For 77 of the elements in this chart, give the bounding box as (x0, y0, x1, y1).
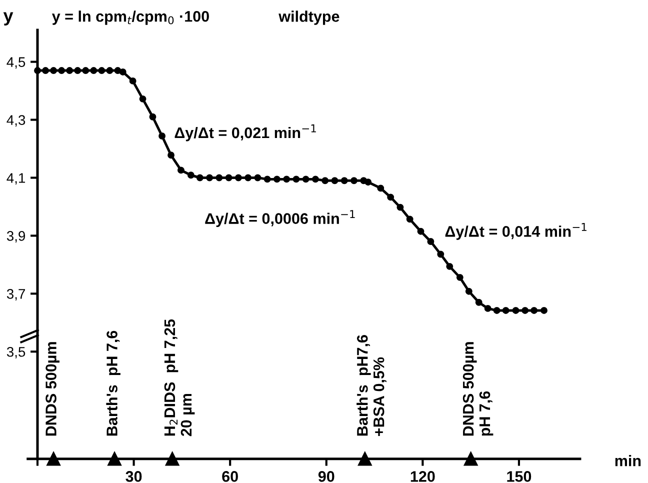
point (312, 176, 319, 183)
point (273, 176, 280, 183)
point (465, 288, 472, 295)
chart-title: y = ln cpm$_{t}$/cpm$_{0}$ ·100 (52, 10, 209, 25)
point (42, 67, 49, 74)
y-tick-label: 4,3 (6, 115, 26, 127)
annotation: H$_{2}$DIDS pH 7,25 20 µm (164, 319, 195, 436)
point (322, 177, 329, 184)
point (244, 174, 252, 182)
point (196, 174, 204, 182)
point (522, 307, 529, 314)
point (216, 174, 223, 182)
point (168, 152, 174, 159)
y-tick-label: 4,5 (6, 57, 26, 69)
x-tick-label: 120 (410, 471, 435, 482)
point (292, 176, 300, 183)
point (340, 177, 348, 184)
x-tick-label: 30 (126, 471, 142, 482)
point (406, 216, 414, 223)
y-tick-label: 3,7 (6, 289, 25, 300)
point (283, 176, 290, 183)
y-tick-label: 4,1 (6, 173, 26, 185)
point (512, 307, 520, 314)
x-tick-label: 90 (318, 471, 334, 482)
y-tick-label: 3,5 (6, 346, 26, 358)
point (493, 307, 500, 314)
y-tick-label: 3,9 (6, 231, 26, 243)
point (475, 298, 482, 306)
point (178, 166, 184, 174)
point (417, 228, 424, 235)
x-tick-label: 150 (507, 471, 532, 482)
annotation: Δy/Δt = 0,021 min$^{−1}$ (174, 124, 316, 142)
point (364, 178, 372, 186)
y-axis-title: y (3, 12, 14, 26)
point (50, 67, 58, 74)
point (437, 250, 444, 258)
point (98, 67, 106, 74)
point (446, 262, 454, 270)
point (302, 176, 310, 183)
point (254, 174, 262, 182)
point (350, 177, 358, 184)
point (106, 67, 114, 74)
point (129, 77, 136, 84)
point (377, 184, 384, 192)
point (264, 176, 271, 183)
point (82, 67, 90, 74)
annotation: Δy/Δt = 0,0006 min$^{−1}$ (205, 210, 355, 227)
point (187, 172, 194, 179)
point (114, 67, 122, 74)
annotation: DNDS 500µm (46, 342, 60, 436)
point (206, 174, 214, 182)
point (234, 174, 242, 182)
point (331, 177, 338, 184)
point (90, 67, 98, 74)
point (502, 307, 510, 314)
point (456, 274, 464, 281)
point (66, 67, 74, 74)
annotation: Barth's pH7,6 +BSA 0,5% (356, 335, 386, 436)
point (74, 67, 82, 74)
x-tick-label: 60 (222, 471, 238, 482)
x-axis-title: min (615, 455, 641, 466)
point (58, 67, 66, 74)
point (540, 307, 548, 314)
point (149, 113, 156, 120)
annotation: Barth's pH 7,6 (106, 330, 120, 436)
point (396, 204, 404, 211)
point (225, 174, 232, 182)
chart-subtitle: wildtype (278, 10, 340, 25)
point (139, 95, 146, 102)
point (387, 194, 394, 201)
point (427, 238, 434, 245)
point (530, 307, 538, 314)
annotation: Δy/Δt = 0,014 min$^{−1}$ (445, 223, 586, 240)
point (484, 304, 492, 312)
annotation: DNDS 500µm pH 7,6 (462, 342, 494, 436)
point (158, 132, 166, 140)
point (119, 68, 126, 76)
